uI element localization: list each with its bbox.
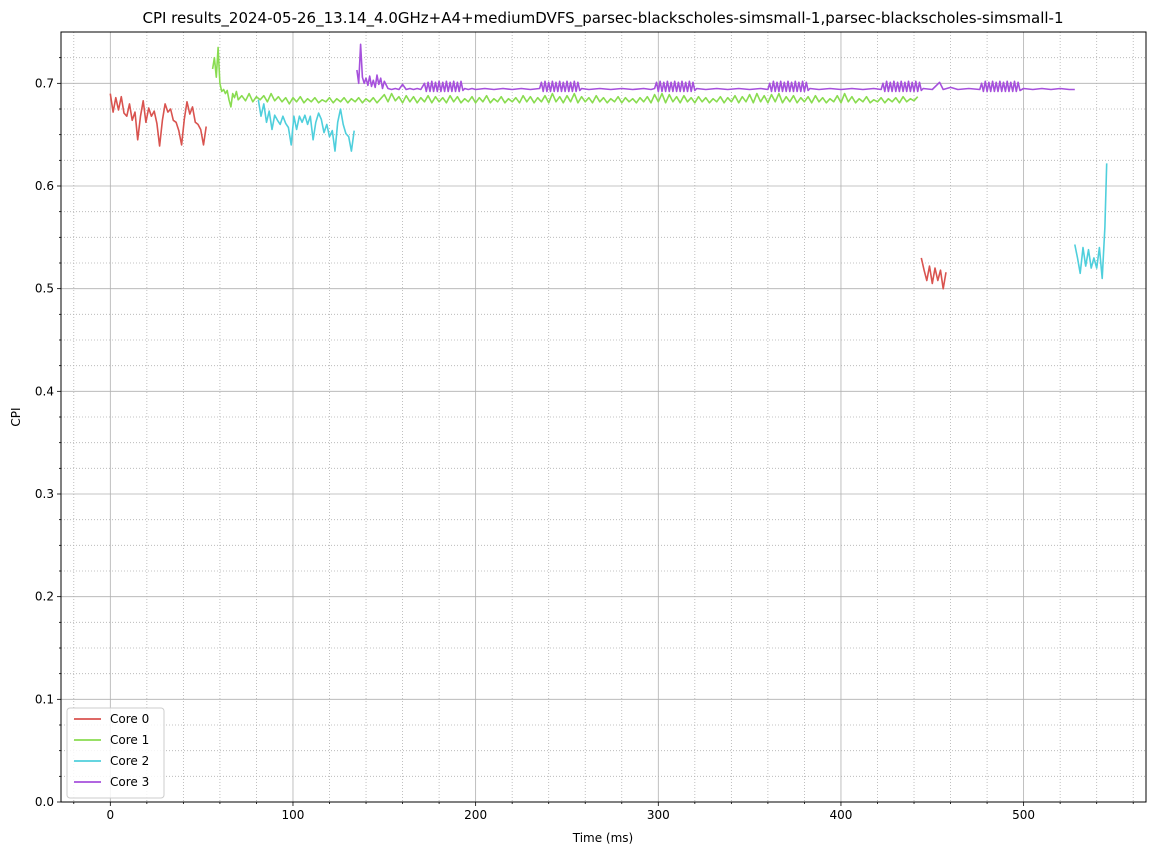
legend-label-core-0: Core 0 <box>110 712 149 726</box>
series-line-core-1 <box>211 46 919 108</box>
series-line-core-0 <box>920 257 947 290</box>
x-tick-label: 300 <box>647 808 670 822</box>
legend-label-core-1: Core 1 <box>110 733 149 747</box>
series-line-core-2 <box>257 99 355 152</box>
series-lines <box>109 43 1108 290</box>
y-tick-label: 0.0 <box>35 795 54 809</box>
chart-title: CPI results_2024-05-26_13.14_4.0GHz+A4+m… <box>142 9 1063 28</box>
x-tick-label: 400 <box>830 808 853 822</box>
y-tick-label: 0.2 <box>35 590 54 604</box>
y-tick-label: 0.3 <box>35 487 54 501</box>
x-tick-label: 200 <box>464 808 487 822</box>
series-line-core-3 <box>356 43 1075 93</box>
y-tick-label: 0.4 <box>35 384 54 398</box>
axis-ticks: 0 100 200 300 400 500 0.0 0.1 0.2 0.3 0.4 0.5 0.6 0.7 <box>35 57 1134 822</box>
y-tick-label: 0.7 <box>35 76 54 90</box>
legend: Core 0 Core 1 Core 2 Core 3 <box>66 707 165 799</box>
minor-gridlines <box>61 32 1146 802</box>
y-tick-label: 0.6 <box>35 179 54 193</box>
y-axis-label: CPI <box>9 407 23 426</box>
x-tick-label: 100 <box>282 808 305 822</box>
legend-box <box>66 707 165 799</box>
x-tick-label: 0 <box>106 808 114 822</box>
x-axis-label: Time (ms) <box>572 831 634 845</box>
series-line-core-2 <box>1074 163 1108 280</box>
legend-label-core-2: Core 2 <box>110 754 149 768</box>
legend-label-core-3: Core 3 <box>110 775 149 789</box>
x-tick-label: 500 <box>1012 808 1035 822</box>
series-line-core-0 <box>109 93 207 147</box>
y-tick-label: 0.5 <box>35 282 54 296</box>
y-tick-label: 0.1 <box>35 692 54 706</box>
